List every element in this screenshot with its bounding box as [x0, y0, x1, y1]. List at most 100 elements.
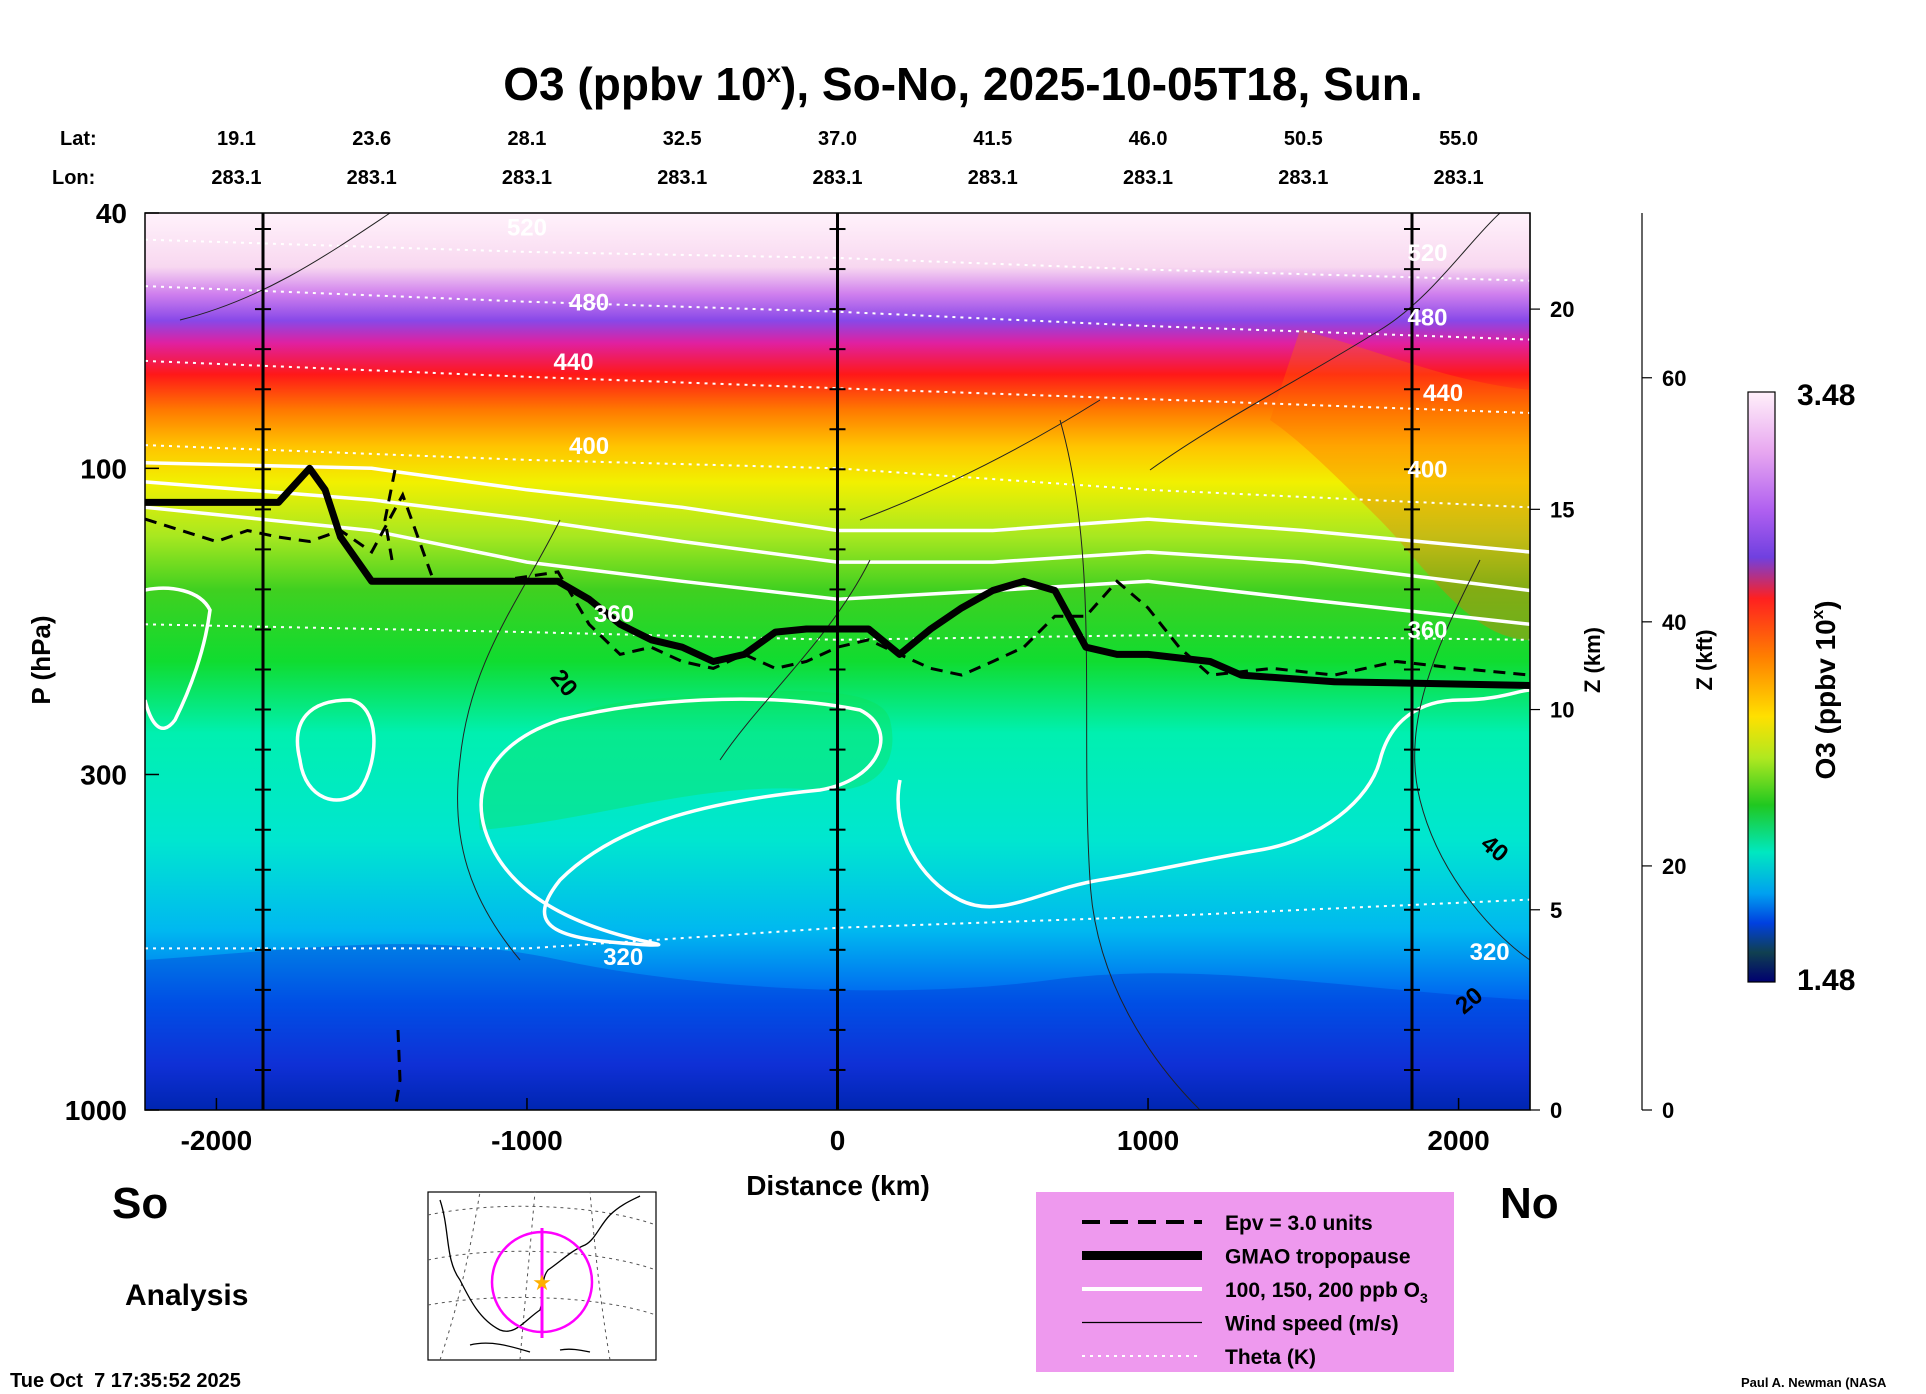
lon-value: 283.1 [968, 167, 1018, 189]
lat-value: 28.1 [507, 128, 546, 150]
tropopause-path [145, 464, 1530, 689]
wind-contour [1059, 419, 1201, 1110]
lon-value: 283.1 [812, 167, 862, 189]
theta-label: 400 [569, 433, 609, 460]
ozone-contour-loop [145, 586, 212, 730]
z-kft-tick-label: 60 [1662, 366, 1686, 391]
theta-label: 400 [1407, 456, 1447, 483]
z-km-tick-label: 20 [1550, 297, 1574, 322]
wind-contour [859, 399, 1101, 521]
lat-value: 37.0 [818, 128, 857, 150]
z-km-axis: 0 5 10 15 20 [1529, 213, 1574, 1123]
x-tick-label: 0 [830, 1125, 846, 1156]
lon-value: 283.1 [502, 167, 552, 189]
inset-map: ★ [427, 1191, 657, 1361]
lat-value: 19.1 [217, 128, 256, 150]
lat-value: 41.5 [973, 128, 1012, 150]
y-tick-label: 300 [80, 759, 127, 790]
lon-value: 283.1 [657, 167, 707, 189]
legend-label: Wind speed (m/s) [1225, 1313, 1399, 1336]
theta-contour-520 [145, 238, 1530, 282]
ozone-contour-loop [479, 697, 883, 947]
chart-title: O3 (ppbv 10x), So-No, 2025-10-05T18, Sun… [503, 58, 1422, 110]
lat-value: 32.5 [663, 128, 702, 150]
ozone-patch-high-lat [1270, 330, 1530, 640]
lon-value: 283.1 [211, 167, 261, 189]
z-km-tick-label: 5 [1550, 898, 1562, 923]
x-axis: -2000 -1000 0 1000 2000 [181, 1098, 1490, 1156]
wind-contour [179, 213, 391, 321]
theta-label: 520 [1407, 240, 1447, 267]
lat-label: Lat: [60, 128, 97, 150]
wind-contour [719, 559, 871, 761]
y-tick-label: 1000 [65, 1095, 127, 1126]
epv-line [383, 469, 402, 1110]
z-kft-tick-label: 20 [1662, 854, 1686, 879]
vertical-markers [255, 213, 1420, 1110]
x-tick-label: 1000 [1117, 1125, 1179, 1156]
theta-contours [145, 238, 1530, 950]
z-kft-tick-label: 40 [1662, 610, 1686, 635]
theta-label: 440 [554, 349, 594, 376]
legend: Epv = 3.0 units GMAO tropopause 100, 150, … [1036, 1192, 1454, 1372]
ozone-patch-green-mid [479, 691, 893, 830]
tropopause-line [145, 464, 1530, 689]
map-graticule [427, 1191, 657, 1361]
wind-contour [457, 519, 561, 961]
ozone-contour-loop [295, 698, 376, 802]
map-center-star-icon: ★ [532, 1270, 552, 1295]
lon-value: 283.1 [347, 167, 397, 189]
plot-area: 5204804404003603205204804404003603202040… [145, 213, 1530, 1110]
legend-label: 100, 150, 200 ppb O3 [1225, 1279, 1428, 1306]
colorbar-label: O3 (ppbv 10x) [1808, 600, 1841, 779]
y-tick-label: 100 [80, 453, 127, 484]
theta-label: 360 [1407, 617, 1447, 644]
lon-value: 283.1 [1434, 167, 1484, 189]
y-axis: 40 100 300 1000 [65, 198, 159, 1126]
south-end-label: So [112, 1179, 168, 1228]
lat-value: 50.5 [1284, 128, 1323, 150]
analysis-label: Analysis [125, 1279, 248, 1312]
epv-contour [145, 469, 1530, 1110]
z-kft-axis-label: Z (kft) [1692, 629, 1717, 690]
theta-label: 480 [1407, 305, 1447, 332]
theta-label: 320 [603, 944, 643, 971]
legend-label: Epv = 3.0 units [1225, 1212, 1373, 1235]
lon-value: 283.1 [1278, 167, 1328, 189]
z-km-tick-label: 0 [1550, 1098, 1562, 1123]
z-kft-tick-label: 0 [1662, 1098, 1674, 1123]
epv-line [145, 491, 1530, 677]
theta-label: 320 [1470, 939, 1510, 966]
legend-box [1036, 1192, 1454, 1372]
ozone-contour-loop [896, 688, 1530, 909]
z-km-tick-label: 10 [1550, 698, 1574, 723]
lat-value: 55.0 [1439, 128, 1478, 150]
lon-label: Lon: [52, 167, 95, 189]
lat-value: 23.6 [352, 128, 391, 150]
wind-contour [1414, 559, 1530, 961]
x-tick-label: -1000 [491, 1125, 563, 1156]
colorbar-max-label: 3.48 [1797, 379, 1855, 412]
coastline [469, 1342, 591, 1353]
lat-lon-row: 19.1 23.6 28.1 32.5 37.0 41.5 46.0 50.5 55.0 283.… [211, 128, 1483, 189]
wind-contour [1149, 213, 1501, 471]
x-tick-label: 2000 [1427, 1125, 1489, 1156]
theta-contour-360 [145, 623, 1530, 641]
x-axis-label: Distance (km) [746, 1170, 930, 1201]
colorbar [1747, 391, 1776, 983]
z-km-tick-label: 15 [1550, 497, 1574, 522]
y-axis-label: P (hPa) [26, 615, 56, 704]
x-tick-label: -2000 [181, 1125, 253, 1156]
theta-label: 480 [569, 290, 609, 317]
z-km-axis-label: Z (km) [1580, 627, 1605, 693]
lat-value: 46.0 [1129, 128, 1168, 150]
credit: Paul A. Newman (NASA [1741, 1375, 1887, 1390]
y-tick-label: 40 [96, 198, 127, 229]
theta-label: 360 [594, 601, 634, 628]
north-end-label: No [1500, 1179, 1559, 1228]
theta-label: 440 [1423, 380, 1463, 407]
legend-label: Theta (K) [1225, 1346, 1316, 1369]
lon-value: 283.1 [1123, 167, 1173, 189]
z-kft-axis: 0 20 40 60 [1641, 213, 1686, 1123]
